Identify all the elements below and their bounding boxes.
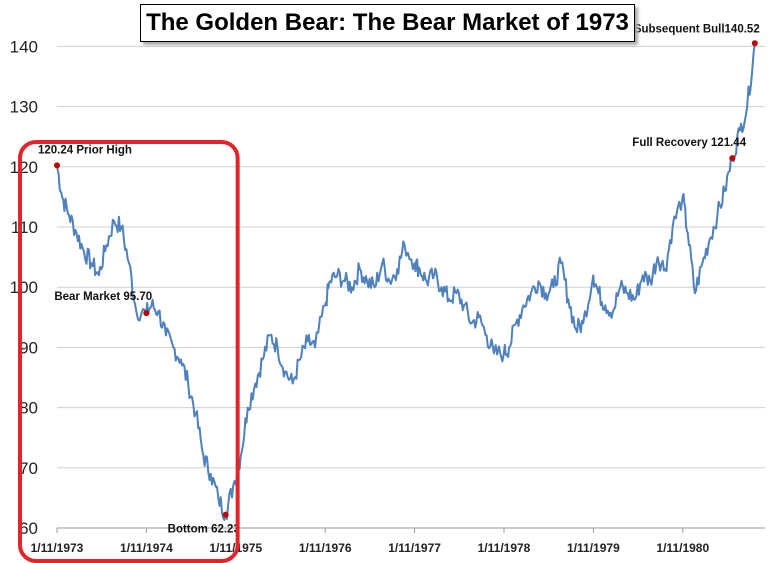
y-tick-label: 130 (10, 98, 38, 117)
annotations: 120.24 Prior High Bear Market 95.70 Bottom… (38, 23, 760, 535)
y-tick-label: 110 (11, 218, 38, 237)
annotation-label: Bear Market 95.70 (54, 291, 152, 303)
y-tick-label: 70 (19, 459, 38, 478)
y-tick-label: 120 (10, 158, 38, 177)
annotation-marker (751, 40, 758, 47)
chart-title: The Golden Bear: The Bear Market of 1973 (146, 9, 629, 36)
gridlines (57, 45, 765, 529)
series-line (56, 43, 756, 521)
x-tick-label: 1/11/1977 (388, 541, 441, 555)
y-tick-label: 80 (19, 399, 38, 418)
annotation-label: 120.24 Prior High (38, 144, 132, 156)
x-tick-label: 1/11/1974 (120, 541, 173, 555)
y-tick-label: 90 (19, 338, 38, 357)
x-tick-label: 1/11/1980 (656, 541, 709, 555)
y-tick-label: 60 (19, 519, 38, 538)
x-tick-label: 1/11/1979 (567, 541, 620, 555)
annotation-label: Subsequent Bull140.52 (634, 23, 760, 35)
highlight-box (18, 140, 240, 563)
annotation-label: Bottom 62.23 (168, 524, 240, 536)
annotation-marker (729, 155, 736, 162)
y-axis-tick-labels: 60 70 80 90 100 110 120 130 140 (10, 37, 38, 538)
annotation-label: Full Recovery 121.44 (632, 137, 746, 149)
x-axis-tick-labels: 1/11/1973 1/11/1974 1/11/1975 1/11/1976 1/11… (31, 528, 709, 555)
annotation-marker (222, 511, 229, 518)
annotation-marker (143, 310, 150, 317)
y-tick-label: 100 (10, 278, 38, 297)
annotation-marker (54, 162, 60, 169)
x-tick-label: 1/11/1978 (478, 541, 531, 555)
x-tick-label: 1/11/1976 (299, 541, 352, 555)
x-tick-label: 1/11/1973 (31, 541, 84, 555)
chart-title-box: The Golden Bear: The Bear Market of 1973 (140, 4, 635, 42)
y-tick-label: 140 (10, 37, 38, 56)
